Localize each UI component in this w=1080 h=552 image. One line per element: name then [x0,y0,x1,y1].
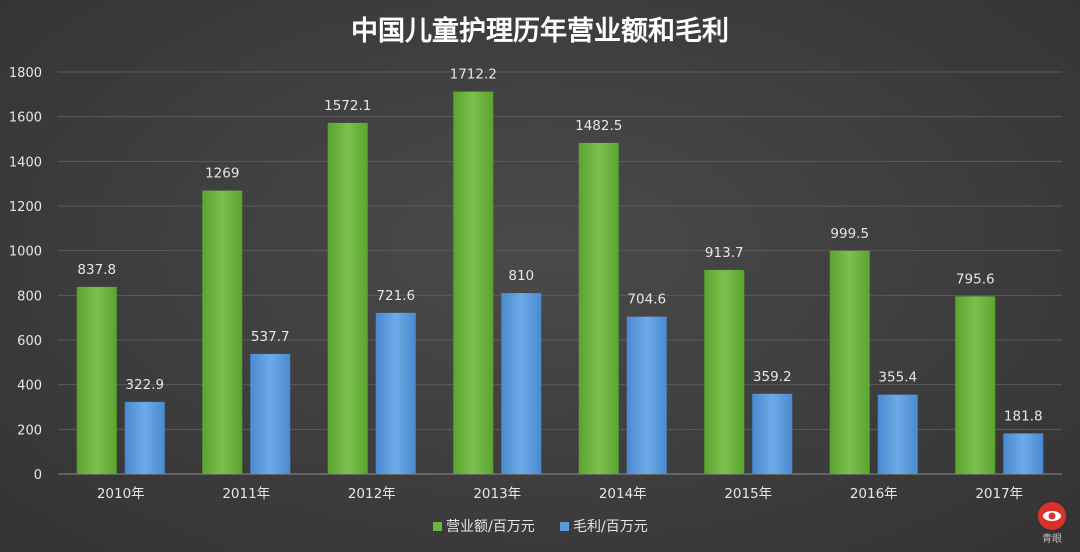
bar-revenue [453,91,494,474]
legend-label-gross-profit: 毛利/百万元 [573,519,648,535]
data-label: 795.6 [956,271,995,287]
data-label: 1572.1 [324,98,371,114]
data-label: 355.4 [878,370,917,386]
x-tick-label: 2011年 [222,486,270,502]
y-tick-label: 400 [17,379,42,394]
y-tick-label: 1400 [9,155,42,170]
bar-revenue [829,250,870,474]
y-tick-label: 0 [34,468,42,483]
y-tick-label: 200 [17,423,42,438]
data-label: 721.6 [376,288,415,304]
y-tick-label: 800 [17,289,42,304]
x-tick-label: 2010年 [97,486,145,502]
bar-revenue [202,190,243,474]
legend-swatch-revenue [433,522,442,531]
y-tick-label: 1800 [9,66,42,81]
legend: 营业额/百万元 毛利/百万元 [433,519,648,535]
bar-gross-profit [124,401,165,474]
x-tick-label: 2016年 [850,486,898,502]
legend-label-revenue: 营业额/百万元 [446,519,535,535]
watermark-logo: 青眼 [1034,498,1070,546]
y-tick-label: 1600 [9,111,42,126]
legend-swatch-gross-profit [560,522,569,531]
bar-gross-profit [626,316,667,474]
bar-revenue [76,286,117,474]
bar-gross-profit [501,293,542,474]
data-label: 810 [508,268,534,284]
data-label: 1482.5 [575,118,622,134]
bar-revenue [327,122,368,474]
x-tick-label: 2015年 [724,486,772,502]
data-label: 322.9 [125,377,164,393]
data-label: 359.2 [753,369,792,385]
chart-title: 中国儿童护理历年营业额和毛利 [351,15,729,47]
x-tick-label: 2014年 [599,486,647,502]
x-tick-label: 2013年 [473,486,521,502]
data-label: 999.5 [830,226,869,242]
bar-gross-profit [1003,433,1044,474]
bar-revenue [578,142,619,475]
data-label: 537.7 [251,329,290,345]
y-tick-label: 1000 [9,245,42,260]
bar-gross-profit [375,312,416,474]
data-label: 837.8 [77,262,116,278]
x-tick-label: 2012年 [348,486,396,502]
data-label: 1712.2 [450,67,497,83]
x-tick-label: 2017年 [975,486,1023,502]
watermark-text: 青眼 [1042,532,1062,545]
y-axis: 0 200 400 600 800 1000 1200 1400 1600 1800 [9,66,42,483]
data-label: 704.6 [627,292,666,308]
bar-revenue [955,296,996,474]
bar-gross-profit [877,394,918,474]
y-tick-label: 1200 [9,200,42,215]
bar-revenue [704,269,745,474]
data-label: 913.7 [705,245,744,261]
data-label: 1269 [205,166,239,182]
bars [76,91,1044,475]
x-axis: 2010年 2011年 2012年 2013年 2014年 2015年 2016年 2017年 [97,486,1023,502]
data-label: 181.8 [1004,408,1043,424]
data-labels: 837.8 322.9 1269 537.7 1572.1 721.6 1712.2 810 1… [77,67,1042,425]
bar-gross-profit [752,393,793,474]
bar-gross-profit [250,353,291,474]
y-tick-label: 600 [17,334,42,349]
